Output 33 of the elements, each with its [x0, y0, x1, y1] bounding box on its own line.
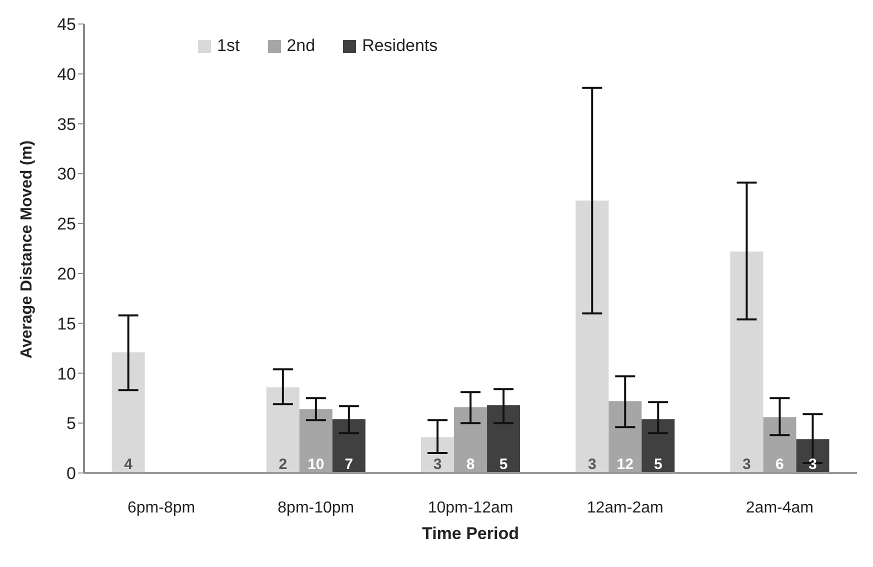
annotation: 3: [742, 456, 751, 473]
annotation: 4: [124, 456, 134, 473]
x-tick-label: 8pm-10pm: [278, 499, 354, 516]
y-tick-label: 20: [57, 264, 76, 284]
y-tick-label: 10: [57, 364, 76, 384]
y-tick-label: 45: [57, 15, 76, 34]
y-tick-label: 40: [57, 64, 76, 84]
legend-label: Residents: [362, 36, 438, 56]
legend-label: 2nd: [286, 36, 316, 56]
annotation: 3: [808, 456, 817, 473]
x-axis-title: Time Period: [422, 524, 519, 543]
y-tick-label: 15: [57, 314, 76, 334]
x-tick-label: 2am-4am: [746, 499, 814, 516]
y-tick-label: 30: [57, 164, 76, 184]
annotation: 7: [344, 456, 354, 473]
y-tick-label: 25: [57, 214, 76, 234]
annotation: 3: [588, 456, 596, 473]
annotation: 10: [308, 456, 324, 473]
annotation: 2: [278, 456, 288, 473]
x-tick-label: 6pm-8pm: [128, 499, 196, 516]
y-tick-label: 0: [66, 464, 76, 484]
annotation: 5: [499, 456, 508, 473]
annotation: 8: [466, 456, 475, 473]
y-tick-label: 35: [57, 114, 76, 134]
x-tick-label: 10pm-12am: [428, 499, 514, 516]
annotation: 5: [654, 456, 662, 473]
y-tick-label: 5: [66, 414, 76, 434]
y-axis-title: Average Distance Moved (m): [18, 140, 36, 358]
legend-label: 1st: [217, 36, 240, 56]
annotation: 12: [616, 456, 634, 473]
annotation: 6: [776, 456, 784, 473]
annotation: 3: [433, 456, 442, 473]
x-tick-label: 12am-2am: [586, 499, 664, 516]
